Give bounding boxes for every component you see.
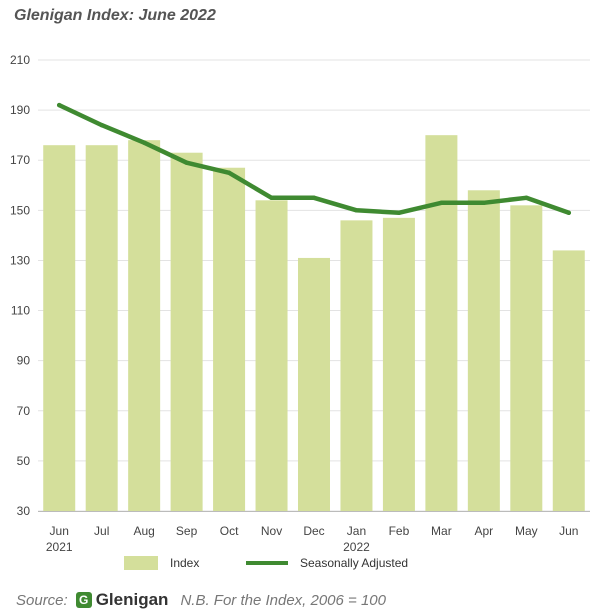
y-tick-label: 70 xyxy=(17,404,31,418)
seasonally-adjusted-point-11 xyxy=(524,195,529,201)
x-tick-label: Apr xyxy=(475,524,494,538)
x-tick-label: Sep xyxy=(176,524,198,538)
y-tick-label: 210 xyxy=(10,53,30,67)
index-bar-0 xyxy=(43,145,76,511)
seasonally-adjusted-point-4 xyxy=(226,170,232,175)
seasonally-adjusted-point-9 xyxy=(439,200,444,206)
seasonally-adjusted-point-5 xyxy=(269,195,274,201)
legend-label-index: Index xyxy=(170,556,200,570)
x-tick-label: Jun xyxy=(559,524,578,538)
y-tick-label: 130 xyxy=(10,253,30,267)
seasonally-adjusted-point-0 xyxy=(57,102,62,108)
legend-item-seasonally-adjusted: Seasonally Adjusted xyxy=(246,556,408,570)
x-tick-label: Jul xyxy=(94,524,109,538)
x-tick-label: Dec xyxy=(303,524,324,538)
glenigan-logo-text: Glenigan xyxy=(95,590,169,609)
index-bar-4 xyxy=(213,167,246,511)
x-tick-label: Oct xyxy=(220,524,239,538)
index-bar-8 xyxy=(382,217,415,511)
source-label: Source: xyxy=(16,591,68,609)
seasonally-adjusted-point-8 xyxy=(396,210,402,216)
glenigan-logo: G Glenigan xyxy=(75,590,169,610)
y-tick-label: 110 xyxy=(11,304,30,318)
chart-title: Glenigan Index: June 2022 xyxy=(14,7,216,24)
x-tick-year-label: 2022 xyxy=(343,540,370,554)
index-bar-11 xyxy=(510,205,543,512)
index-bar-5 xyxy=(255,200,288,512)
seasonally-adjusted-point-1 xyxy=(99,122,104,128)
seasonally-adjusted-point-12 xyxy=(566,210,571,216)
seasonally-adjusted-point-10 xyxy=(481,200,487,206)
seasonally-adjusted-point-6 xyxy=(311,195,317,201)
y-tick-label: 170 xyxy=(10,153,30,167)
index-bar-2 xyxy=(128,140,161,511)
y-tick-label: 190 xyxy=(10,103,30,117)
index-bar-12 xyxy=(552,250,585,511)
x-axis-ticks: Jun 2021 Jul Aug Sep Oct Nov Dec Jan 2022 Feb Mar Ap… xyxy=(46,524,579,554)
legend-swatch-seasonally-adjusted xyxy=(246,561,288,565)
x-tick-label: Jan xyxy=(347,524,366,538)
seasonally-adjusted-line xyxy=(56,102,572,216)
footnote: N.B. For the Index, 2006 = 100 xyxy=(180,591,386,609)
footer: Source: G Glenigan N.B. For the Index, 2… xyxy=(16,590,386,610)
seasonally-adjusted-point-2 xyxy=(141,140,147,145)
x-tick-label: Mar xyxy=(431,524,452,538)
seasonally-adjusted-point-7 xyxy=(354,208,359,213)
index-bar-9 xyxy=(425,135,458,511)
x-tick-label: Aug xyxy=(133,524,154,538)
glenigan-logo-icon: G xyxy=(75,592,92,608)
index-bar-1 xyxy=(85,145,118,511)
index-bar-7 xyxy=(340,220,373,511)
y-tick-label: 30 xyxy=(17,504,31,518)
index-bar-3 xyxy=(170,152,203,511)
index-bar-6 xyxy=(298,257,330,511)
x-tick-label: Nov xyxy=(261,524,282,538)
index-bar-10 xyxy=(467,190,500,512)
y-tick-label: 90 xyxy=(17,354,31,368)
legend-item-index: Index xyxy=(124,556,199,570)
x-tick-label: May xyxy=(515,524,538,538)
legend-label-seasonally-adjusted: Seasonally Adjusted xyxy=(300,556,409,570)
y-tick-label: 150 xyxy=(10,203,30,217)
legend-swatch-index xyxy=(124,556,158,570)
glenigan-index-chart: 30 50 70 90 110 130 150 170 190 210 Jun 2021 Jul Aug… xyxy=(10,53,590,554)
x-tick-year-label: 2021 xyxy=(46,540,73,554)
seasonally-adjusted-point-3 xyxy=(184,160,189,165)
index-bars xyxy=(43,135,585,512)
x-tick-label: Feb xyxy=(389,524,410,538)
y-axis-ticks: 30 50 70 90 110 130 150 170 190 210 xyxy=(10,53,30,518)
y-tick-label: 50 xyxy=(17,454,31,468)
legend: Index Seasonally Adjusted xyxy=(0,556,600,580)
x-tick-label: Jun xyxy=(50,524,69,538)
